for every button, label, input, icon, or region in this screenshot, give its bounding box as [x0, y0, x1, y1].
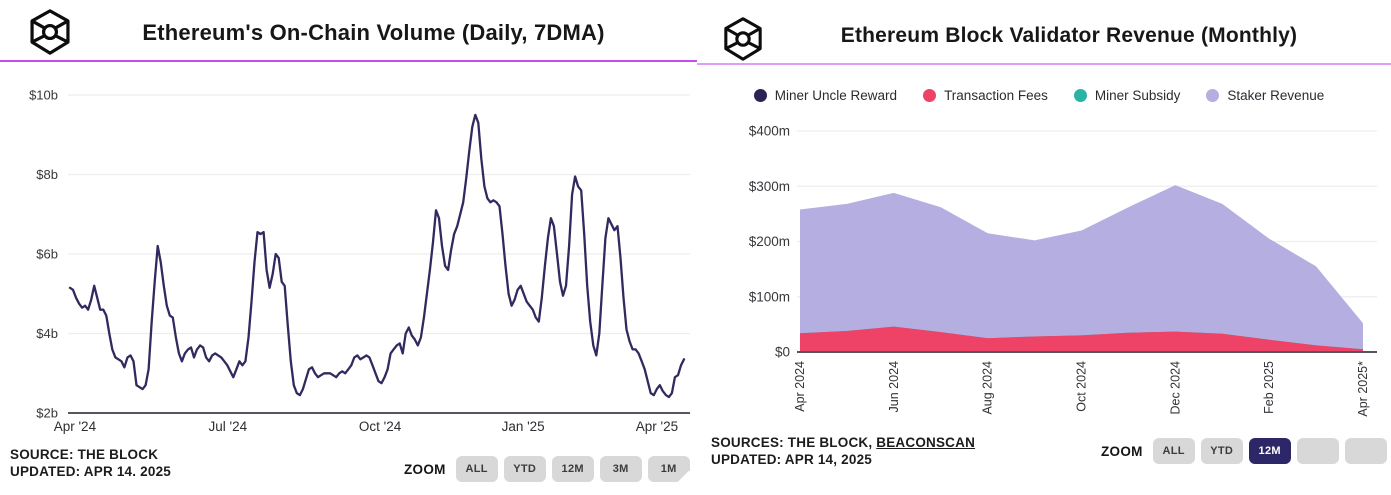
x-axis-tick-label: Jan '25: [502, 419, 545, 434]
x-axis-tick-label: Oct 2024: [1075, 361, 1089, 412]
y-axis-tick-label: $100m: [749, 289, 790, 304]
area-layer-staker-revenue[interactable]: [800, 185, 1363, 352]
y-axis-tick-label: $10b: [29, 88, 58, 103]
zoom-3m-button[interactable]: [1296, 438, 1339, 464]
miner-uncle-reward-dot-icon: [753, 89, 767, 102]
legend-item-transaction-fees: Transaction Fees: [923, 88, 1048, 103]
y-axis-tick-label: $4b: [36, 326, 58, 341]
page-title: Ethereum Block Validator Revenue (Monthl…: [840, 24, 1298, 47]
y-axis-tick-label: $200m: [749, 234, 790, 249]
zoom-label: ZOOM: [1101, 443, 1143, 459]
legend-item-staker-revenue: Staker Revenue: [1206, 88, 1324, 103]
miner-subsidy-dot-icon: [1073, 89, 1087, 102]
accent-divider: [0, 60, 697, 62]
zoom-label: ZOOM: [404, 461, 446, 477]
y-axis-tick-label: $0: [775, 345, 790, 360]
y-axis-tick-label: $6b: [36, 247, 58, 262]
the-block-logo: [721, 16, 765, 67]
legend-item-miner-uncle-reward: Miner Uncle Reward: [753, 88, 898, 103]
legend-label: Staker Revenue: [1227, 88, 1325, 103]
zoom-12m-button[interactable]: 12M: [551, 456, 594, 482]
source-line: SOURCE: THE BLOCK: [10, 447, 159, 462]
x-axis-tick-label: Apr '24: [54, 419, 97, 434]
sources-prefix: SOURCES: THE BLOCK,: [711, 435, 877, 450]
zoom-all-button[interactable]: ALL: [1152, 438, 1195, 464]
zoom-control: ZOOM ALL YTD 12M: [1101, 438, 1387, 464]
transaction-fees-dot-icon: [923, 89, 937, 102]
y-axis-tick-label: $300m: [749, 179, 790, 194]
page-title: Ethereum's On-Chain Volume (Daily, 7DMA): [142, 20, 605, 45]
onchain-volume-series-line[interactable]: [68, 113, 686, 399]
x-axis-tick-label: Oct '24: [359, 419, 402, 434]
x-axis-tick-label: Apr 2024: [793, 361, 807, 412]
beaconscan-link[interactable]: BEACONSCAN: [876, 435, 976, 450]
zoom-ytd-button[interactable]: YTD: [1200, 438, 1243, 464]
chart-legend: Miner Uncle Reward Transaction Fees Mine…: [697, 88, 1381, 103]
x-axis-tick-label: Jul '24: [208, 419, 247, 434]
x-axis-tick-label: Aug 2024: [981, 361, 995, 415]
x-axis-tick-label: Apr '25: [636, 419, 678, 434]
zoom-12m-button[interactable]: 12M: [1248, 438, 1291, 464]
area-layer-transaction-fees[interactable]: [800, 326, 1363, 352]
y-axis-tick-label: $8b: [36, 167, 58, 182]
validator-revenue-chart-panel: Ethereum Block Validator Revenue (Monthl…: [697, 0, 1391, 495]
the-block-logo: [27, 8, 73, 61]
zoom-3m-button[interactable]: 3M: [599, 456, 642, 482]
legend-label: Miner Uncle Reward: [774, 88, 898, 103]
source-attribution: SOURCES: THE BLOCK, BEACONSCAN UPDATED: …: [711, 434, 975, 468]
zoom-control: ZOOM ALL YTD 12M 3M 1M: [404, 456, 690, 482]
x-axis-tick-label: Apr 2025*: [1356, 361, 1370, 417]
legend-label: Miner Subsidy: [1094, 88, 1181, 103]
the-block-logo-icon: [30, 9, 70, 55]
x-axis-tick-label: Dec 2024: [1168, 361, 1182, 415]
the-block-logo-icon: [724, 17, 762, 61]
x-axis-tick-label: Jun 2024: [887, 361, 901, 412]
updated-line: UPDATED: APR 14, 2025: [711, 452, 872, 467]
updated-line: UPDATED: APR 14. 2025: [10, 464, 171, 479]
zoom-all-button[interactable]: ALL: [455, 456, 498, 482]
legend-label: Transaction Fees: [944, 88, 1048, 103]
zoom-1m-button[interactable]: 1M: [647, 456, 690, 482]
staker-revenue-dot-icon: [1206, 89, 1220, 102]
y-axis-tick-label: $400m: [749, 124, 790, 139]
zoom-ytd-button[interactable]: YTD: [503, 456, 546, 482]
source-line: SOURCES: THE BLOCK, BEACONSCAN: [711, 434, 975, 451]
source-attribution: SOURCE: THE BLOCK UPDATED: APR 14. 2025: [10, 446, 171, 480]
legend-item-miner-subsidy: Miner Subsidy: [1073, 88, 1181, 103]
onchain-volume-chart-panel: Ethereum's On-Chain Volume (Daily, 7DMA)…: [0, 0, 697, 495]
y-axis-tick-label: $2b: [36, 406, 58, 421]
zoom-1m-button[interactable]: [1344, 438, 1387, 464]
x-axis-tick-label: Feb 2025: [1262, 361, 1276, 414]
accent-divider: [697, 63, 1391, 65]
